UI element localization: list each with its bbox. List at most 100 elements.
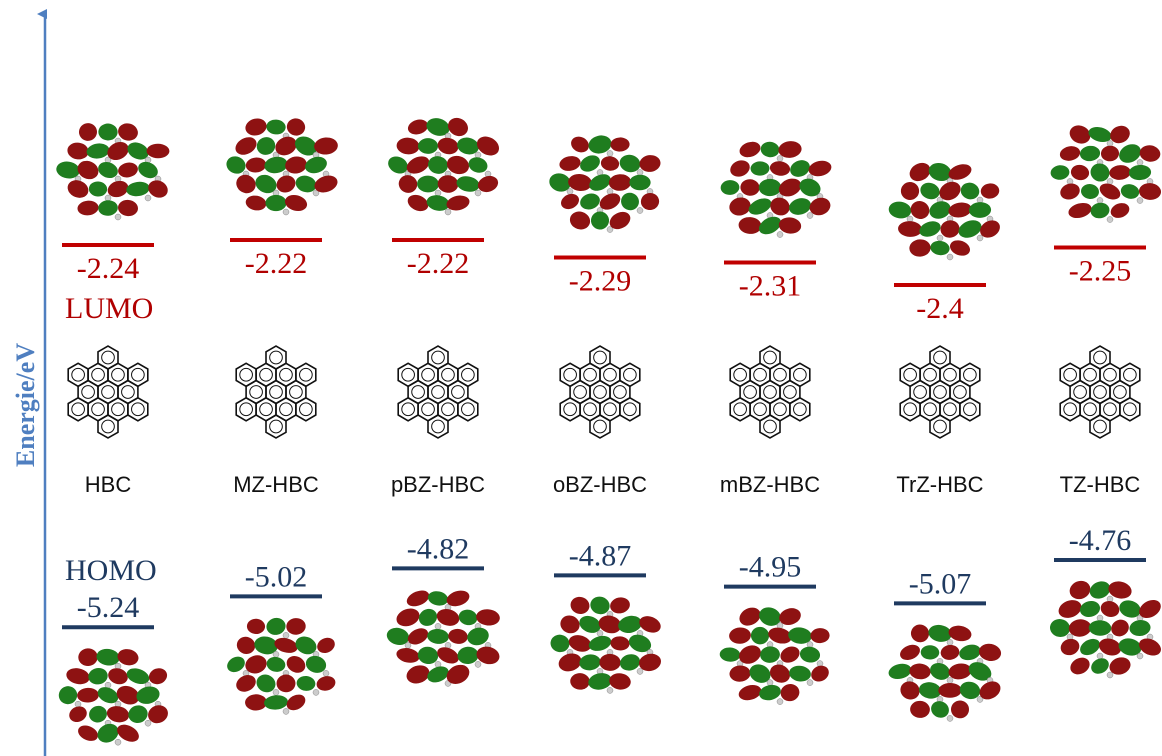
- lobe: [148, 668, 168, 685]
- lumo-label: LUMO: [65, 292, 153, 325]
- lobe: [930, 662, 950, 680]
- lobe: [570, 673, 590, 690]
- molecule-structure: [397, 345, 479, 439]
- ring: [729, 396, 751, 422]
- lobe: [427, 628, 449, 644]
- ring: [929, 345, 951, 370]
- lobe: [910, 200, 930, 220]
- ring-bond: [91, 367, 105, 382]
- lobe: [980, 183, 1000, 199]
- lobe: [1098, 638, 1122, 656]
- lobe: [436, 608, 460, 626]
- lobe: [428, 156, 448, 174]
- lobe: [948, 164, 972, 180]
- lobe: [77, 200, 99, 216]
- ring-bond: [593, 419, 607, 434]
- lobe: [1139, 599, 1161, 619]
- lobe: [275, 136, 297, 156]
- lobe: [276, 175, 296, 193]
- molecule-structure: [67, 345, 149, 439]
- homo-orbital: [227, 617, 336, 715]
- atom: [636, 169, 644, 176]
- ring-bond: [743, 385, 757, 399]
- lobe: [760, 646, 780, 663]
- lobe: [146, 143, 170, 159]
- lobe: [600, 156, 620, 171]
- lobe: [286, 656, 306, 673]
- lobe: [808, 160, 832, 177]
- lobe: [126, 181, 150, 197]
- lobe: [559, 156, 581, 171]
- lobe: [418, 608, 438, 626]
- lobe: [750, 626, 770, 645]
- ring-bond: [461, 402, 475, 417]
- lobe: [67, 142, 89, 160]
- ring-bond: [753, 367, 767, 382]
- lobe: [730, 160, 750, 177]
- lobe: [396, 648, 420, 663]
- lobe: [106, 706, 130, 723]
- lobe: [608, 174, 632, 191]
- lobe: [296, 675, 316, 691]
- lobe: [950, 240, 970, 256]
- lobe: [610, 636, 630, 651]
- lobe: [760, 141, 780, 158]
- lobe: [108, 668, 128, 685]
- ring-bond: [1083, 402, 1097, 417]
- lobe: [1108, 581, 1132, 599]
- lobe: [406, 156, 430, 174]
- atom: [946, 715, 954, 722]
- ring: [1089, 345, 1111, 370]
- atom: [806, 679, 814, 686]
- lumo-orbital: [56, 123, 170, 221]
- homo-energy: -4.82: [407, 532, 470, 565]
- lobe: [427, 591, 449, 606]
- lobe: [426, 118, 450, 136]
- lobe: [789, 665, 811, 682]
- lobe: [285, 156, 307, 174]
- ring-bond: [401, 367, 415, 382]
- lobe: [1079, 600, 1101, 618]
- lobe: [799, 178, 821, 197]
- lumo-energy: -2.4: [916, 292, 964, 325]
- lobe: [107, 180, 129, 198]
- lobe: [580, 155, 600, 172]
- lobe: [286, 618, 306, 635]
- lobe: [396, 137, 420, 155]
- atom: [312, 689, 320, 696]
- atom: [976, 196, 984, 204]
- ring-bond: [733, 367, 747, 382]
- molecule-structure: [1059, 345, 1141, 439]
- ring-bond: [239, 367, 253, 382]
- lobe: [968, 202, 992, 218]
- lobe: [266, 119, 286, 135]
- ring: [1089, 414, 1111, 439]
- lobe: [78, 648, 98, 667]
- lobe: [86, 143, 110, 159]
- ring-bond: [903, 367, 917, 382]
- homo-orbital: [386, 590, 500, 687]
- ring-bond: [259, 402, 273, 417]
- lobe: [1099, 183, 1121, 200]
- ring-bond: [1103, 367, 1117, 382]
- ring-bond: [623, 402, 637, 417]
- ring-bond: [753, 402, 767, 417]
- ring-bond: [431, 350, 445, 365]
- ring-bond: [903, 402, 917, 417]
- ring-bond: [933, 419, 947, 434]
- ring-bond: [933, 350, 947, 365]
- lobe: [98, 200, 118, 216]
- lobe: [788, 627, 812, 644]
- lobe: [909, 162, 931, 182]
- lobe: [720, 180, 740, 195]
- lobe: [116, 685, 140, 705]
- lobe: [779, 608, 801, 626]
- lobe: [417, 138, 439, 154]
- lobe: [609, 673, 631, 690]
- lobe: [457, 137, 479, 155]
- lobe: [888, 201, 912, 219]
- homo-energy: -5.24: [77, 591, 140, 624]
- ring-bond: [441, 402, 455, 417]
- lobe: [476, 646, 500, 665]
- lobe: [920, 645, 940, 660]
